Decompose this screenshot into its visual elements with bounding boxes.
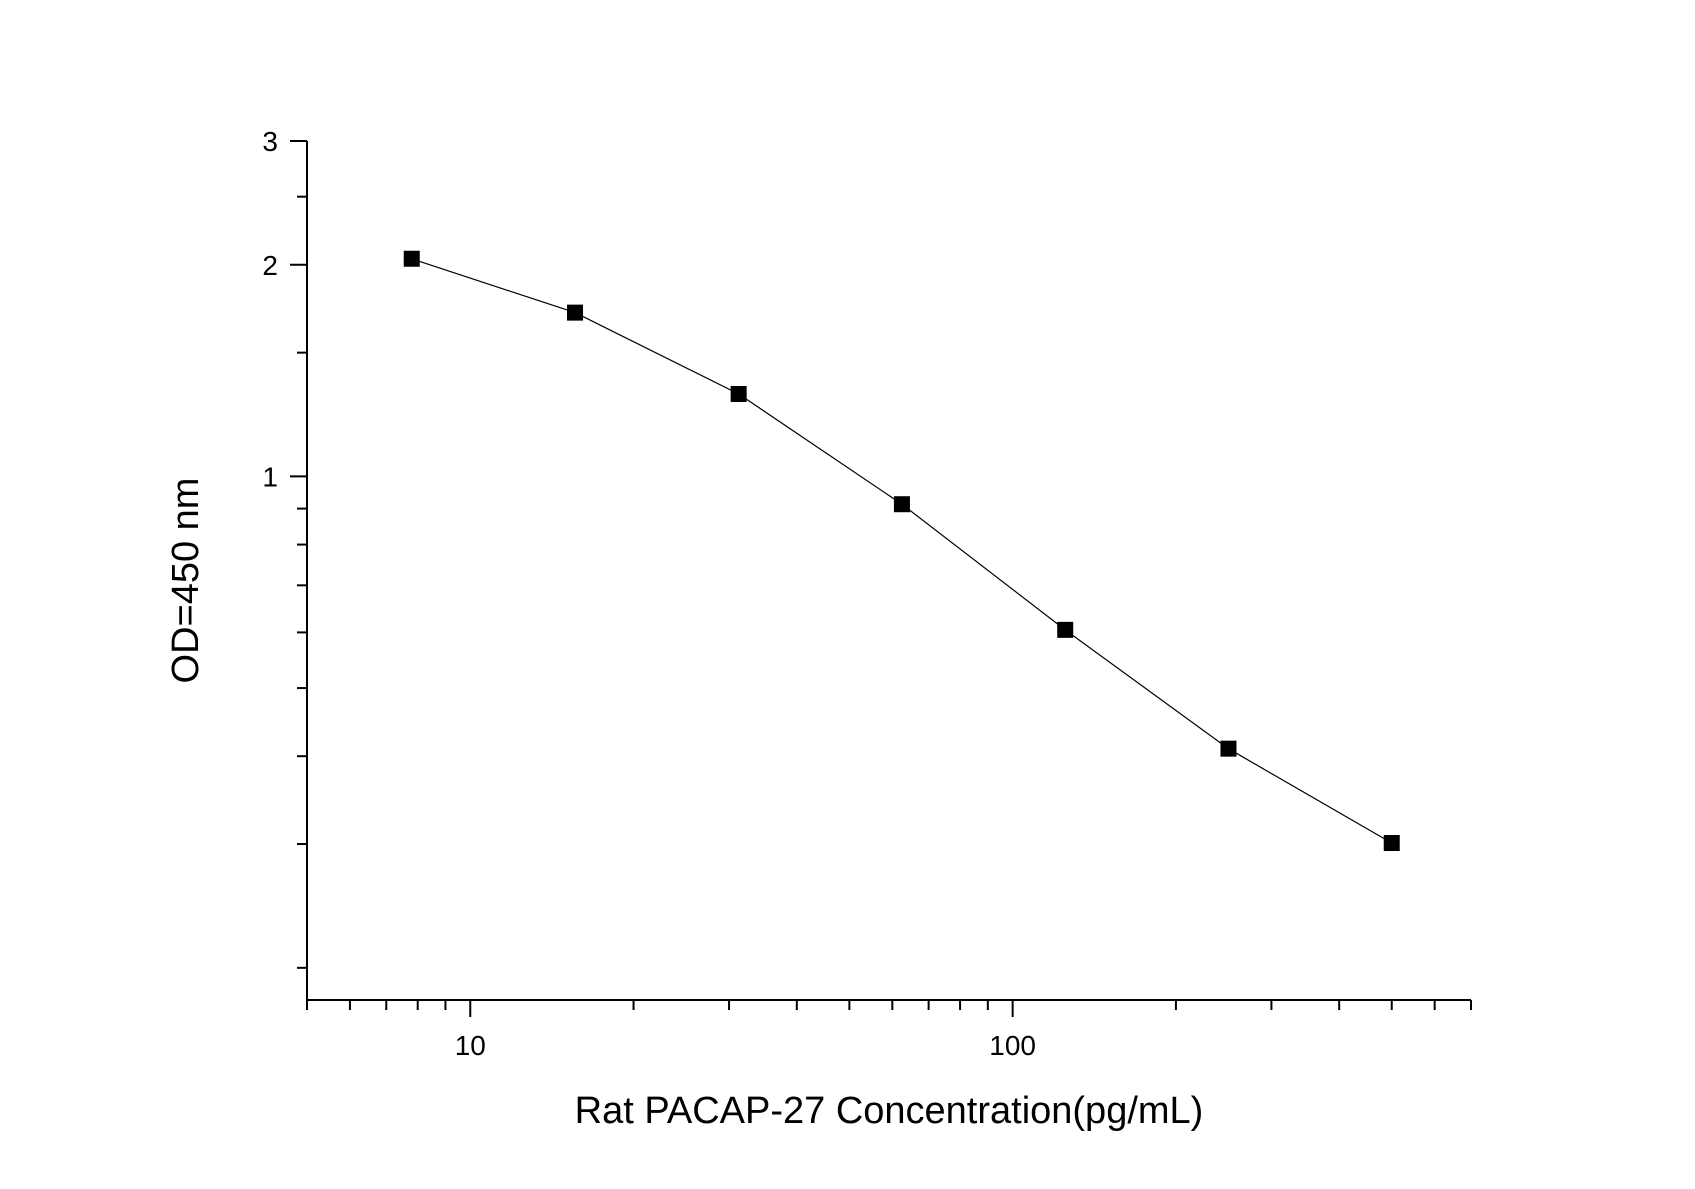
data-point xyxy=(1383,835,1400,852)
data-point xyxy=(730,385,747,402)
series-layer xyxy=(403,250,1400,852)
axes: 1 2 3 10 100 xyxy=(262,126,1472,1061)
y-tick-label: 1 xyxy=(262,461,278,492)
data-point xyxy=(1220,740,1237,757)
x-axis-title: Rat PACAP-27 Concentration(pg/mL) xyxy=(575,1090,1204,1132)
x-ticks: 10 100 xyxy=(306,1000,1472,1061)
data-point xyxy=(567,304,584,321)
x-tick-label: 100 xyxy=(989,1030,1036,1061)
y-tick-label: 2 xyxy=(262,250,278,281)
x-tick-label: 10 xyxy=(455,1030,486,1061)
series-line xyxy=(411,258,1393,844)
y-tick-label: 3 xyxy=(262,126,278,157)
data-point xyxy=(893,496,910,513)
y-ticks: 1 2 3 xyxy=(262,126,307,969)
data-point xyxy=(1057,621,1074,638)
data-point xyxy=(403,250,420,267)
y-axis-title: OD=450 nm xyxy=(165,478,207,684)
